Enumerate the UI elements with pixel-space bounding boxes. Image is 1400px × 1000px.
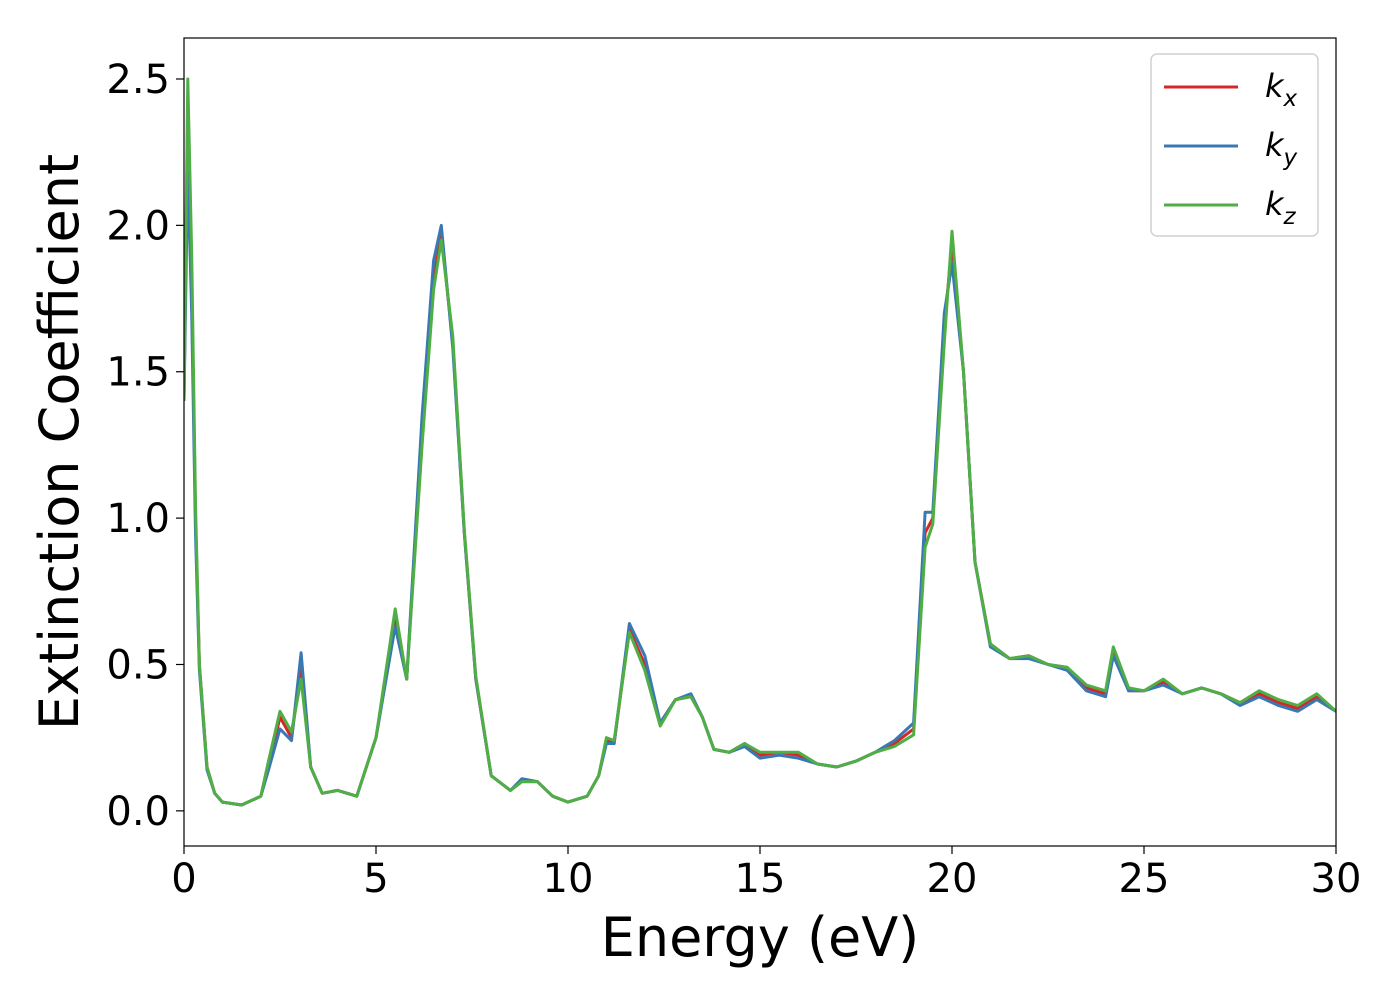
series-line-ky bbox=[184, 165, 1336, 807]
x-axis-ticks: 0 5 10 15 20 25 30 bbox=[171, 846, 1361, 902]
y-tick-label: 0.5 bbox=[106, 642, 170, 688]
y-tick-label: 1.0 bbox=[106, 496, 170, 542]
y-tick-label: 2.5 bbox=[106, 57, 170, 103]
x-tick-label: 15 bbox=[735, 856, 786, 902]
x-tick-label: 30 bbox=[1311, 856, 1362, 902]
x-tick-label: 20 bbox=[927, 856, 978, 902]
y-tick-label: 1.5 bbox=[106, 350, 170, 396]
y-tick-label: 2.0 bbox=[106, 203, 170, 249]
legend: kx ky kz bbox=[1150, 53, 1319, 237]
x-tick-label: 10 bbox=[543, 856, 594, 902]
legend-label-kx: kx bbox=[1265, 67, 1298, 112]
series-line-kz bbox=[184, 77, 1336, 807]
legend-label-ky: ky bbox=[1265, 126, 1298, 171]
y-tick-label: 0.0 bbox=[106, 789, 170, 835]
x-tick-label: 25 bbox=[1119, 856, 1170, 902]
x-tick-label: 5 bbox=[363, 856, 388, 902]
y-axis-ticks: 0.0 0.5 1.0 1.5 2.0 2.5 bbox=[106, 57, 184, 835]
legend-label-kz: kz bbox=[1265, 185, 1297, 230]
x-tick-label: 0 bbox=[171, 856, 196, 902]
x-axis-label: Energy (eV) bbox=[601, 906, 920, 969]
series-lines bbox=[184, 77, 1336, 807]
y-axis-label: Extinction Coefficient bbox=[28, 154, 91, 730]
